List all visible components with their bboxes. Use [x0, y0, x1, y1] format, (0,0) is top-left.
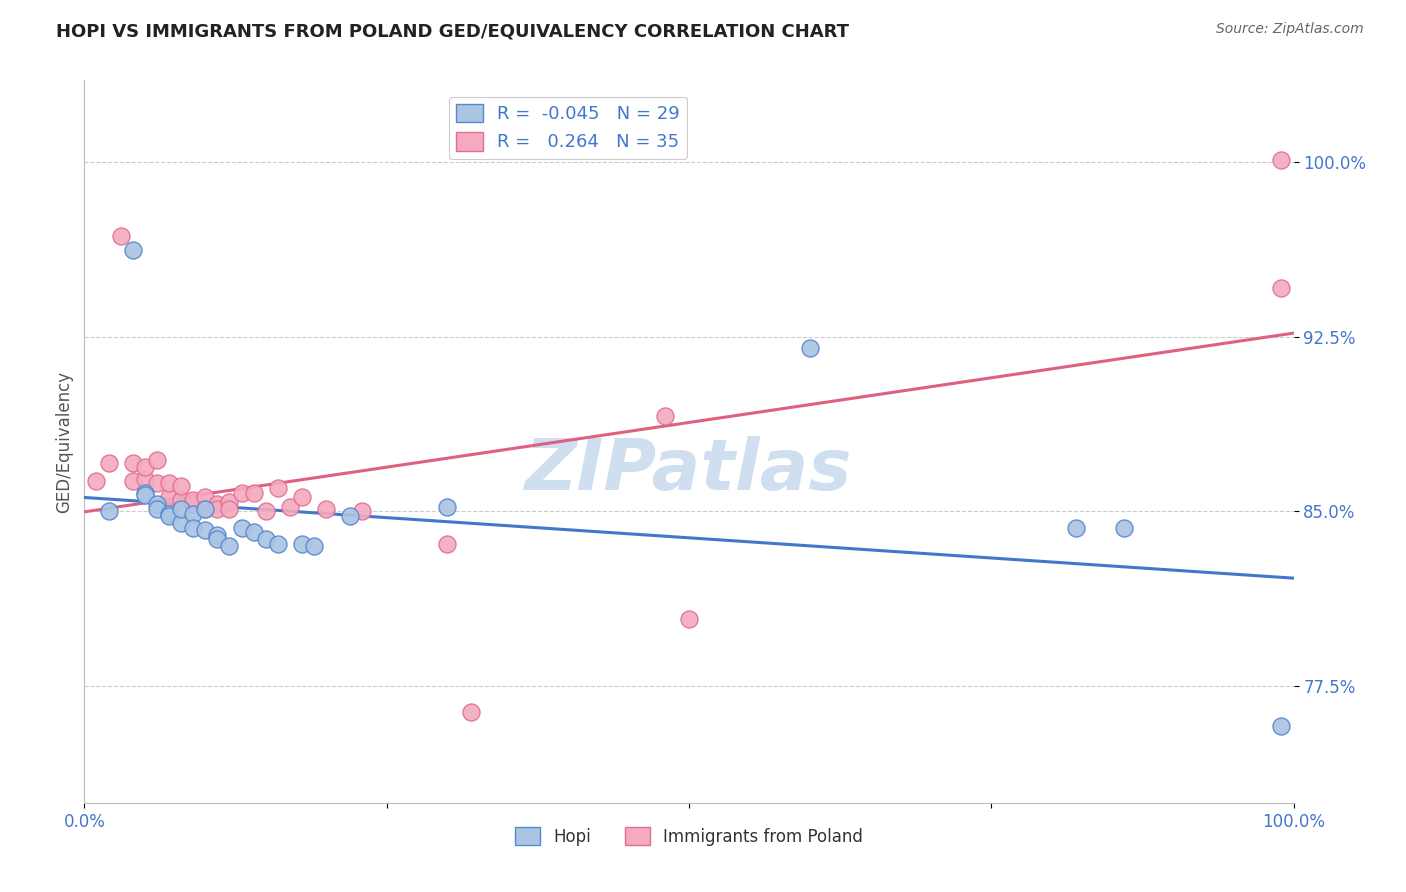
Point	[242, 525, 264, 540]
Point	[654, 409, 676, 423]
Point	[157, 509, 180, 524]
Point	[157, 491, 180, 505]
Point	[1270, 153, 1292, 167]
Point	[181, 498, 204, 512]
Point	[207, 498, 229, 512]
Point	[146, 476, 169, 491]
Point	[291, 537, 314, 551]
Point	[218, 502, 240, 516]
Point	[194, 502, 217, 516]
Point	[254, 533, 277, 547]
Point	[86, 474, 108, 488]
Point	[1064, 521, 1087, 535]
Point	[121, 456, 143, 470]
Point	[207, 533, 229, 547]
Point	[157, 507, 180, 521]
Point	[1270, 719, 1292, 733]
Text: Source: ZipAtlas.com: Source: ZipAtlas.com	[1216, 22, 1364, 37]
Point	[278, 500, 301, 514]
Point	[267, 481, 290, 495]
Point	[121, 474, 143, 488]
Point	[291, 491, 314, 505]
Text: HOPI VS IMMIGRANTS FROM POLAND GED/EQUIVALENCY CORRELATION CHART: HOPI VS IMMIGRANTS FROM POLAND GED/EQUIV…	[56, 22, 849, 40]
Point	[218, 495, 240, 509]
Point	[436, 537, 458, 551]
Point	[170, 492, 193, 507]
Point	[194, 523, 217, 537]
Point	[157, 476, 180, 491]
Text: ZIPatlas: ZIPatlas	[526, 436, 852, 505]
Point	[267, 537, 290, 551]
Legend: Hopi, Immigrants from Poland: Hopi, Immigrants from Poland	[509, 821, 869, 852]
Point	[315, 502, 337, 516]
Point	[170, 516, 193, 530]
Point	[1114, 521, 1136, 535]
Point	[181, 507, 204, 521]
Point	[134, 460, 156, 475]
Point	[146, 453, 169, 467]
Point	[146, 502, 169, 516]
Point	[121, 244, 143, 258]
Point	[1270, 281, 1292, 295]
Point	[194, 491, 217, 505]
Point	[352, 504, 374, 518]
Point	[254, 504, 277, 518]
Point	[170, 479, 193, 493]
Point	[134, 485, 156, 500]
Point	[231, 521, 253, 535]
Point	[678, 612, 700, 626]
Y-axis label: GED/Equivalency: GED/Equivalency	[55, 370, 73, 513]
Point	[218, 540, 240, 554]
Point	[436, 500, 458, 514]
Point	[170, 502, 193, 516]
Point	[460, 705, 482, 719]
Point	[799, 341, 821, 355]
Point	[231, 485, 253, 500]
Point	[134, 472, 156, 486]
Point	[97, 456, 120, 470]
Point	[194, 502, 217, 516]
Point	[242, 485, 264, 500]
Point	[146, 498, 169, 512]
Point	[110, 229, 132, 244]
Point	[97, 504, 120, 518]
Point	[181, 521, 204, 535]
Point	[207, 528, 229, 542]
Point	[181, 492, 204, 507]
Point	[134, 488, 156, 502]
Point	[302, 540, 325, 554]
Point	[339, 509, 361, 524]
Point	[207, 502, 229, 516]
